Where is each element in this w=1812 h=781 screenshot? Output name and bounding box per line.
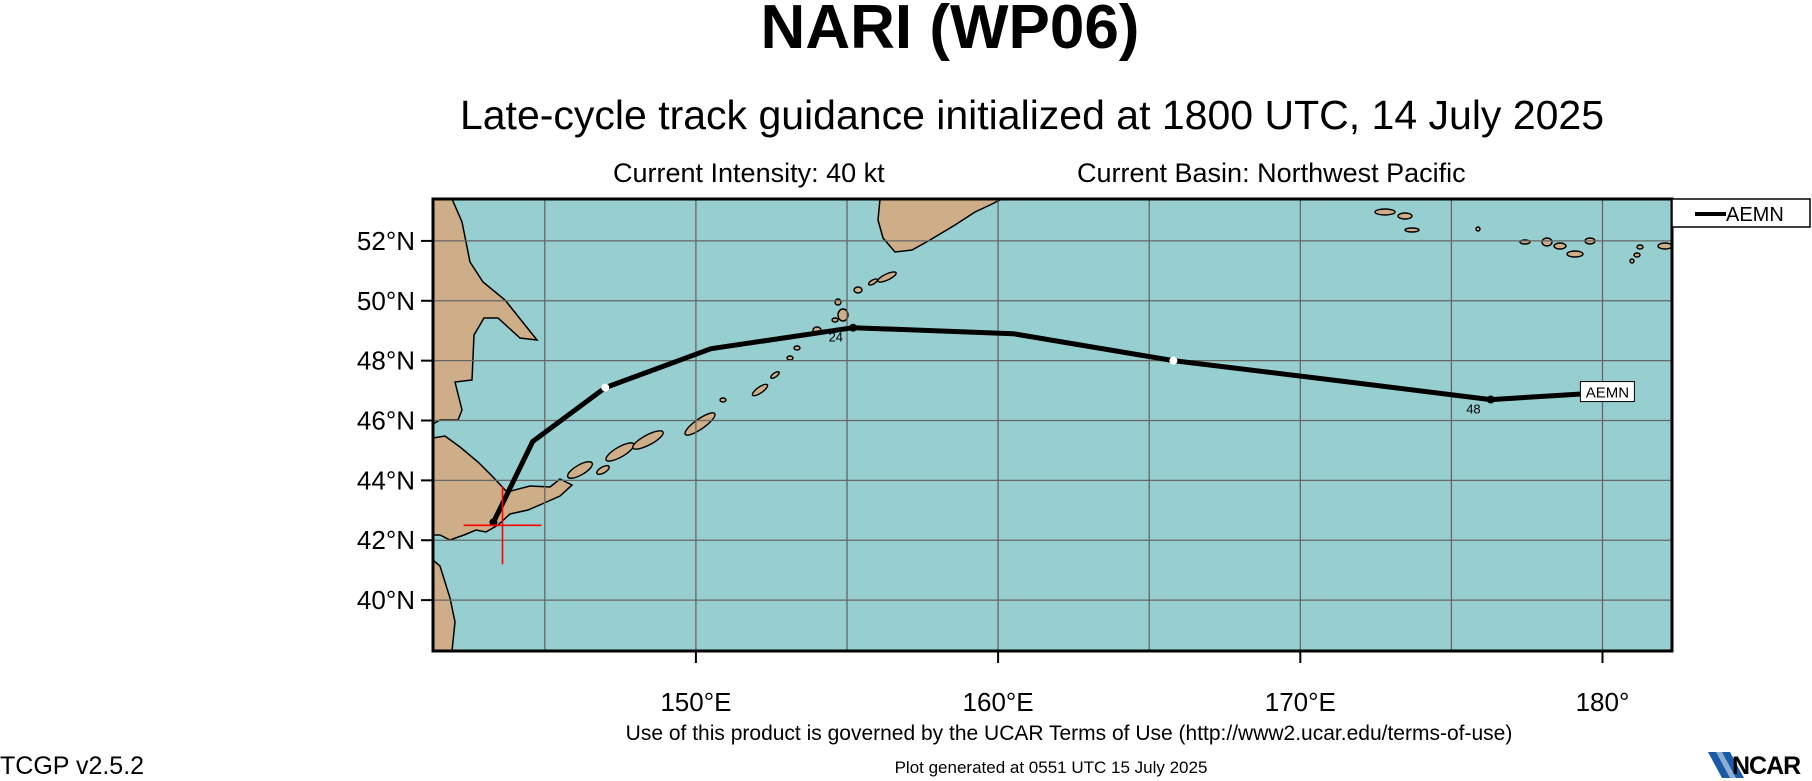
island	[1636, 244, 1644, 250]
island	[1657, 242, 1672, 250]
current-basin: Current Basin: Northwest Pacific	[1077, 158, 1466, 188]
island	[786, 355, 794, 361]
ncar-logo-mark	[1708, 752, 1744, 778]
track-marker	[1486, 395, 1495, 404]
page-subtitle: Late-cycle track guidance initialized at…	[459, 92, 1605, 138]
lon-tick-label: 170°E	[1265, 687, 1336, 717]
track-line-aemn	[490, 325, 1590, 525]
track-marker	[1169, 356, 1178, 365]
lat-tick-label: 48°N	[357, 346, 415, 376]
lon-tick-label: 160°E	[963, 687, 1034, 717]
island	[877, 271, 897, 283]
track-marker	[489, 518, 498, 527]
island	[1633, 252, 1641, 258]
map-frame	[431, 197, 1674, 653]
island	[837, 308, 849, 322]
longitude-axis: 150°E 160°E 170°E 180°	[660, 651, 1629, 717]
island	[1566, 250, 1584, 258]
land-honshu	[433, 559, 456, 651]
track-marker	[601, 383, 610, 392]
lat-tick-label: 50°N	[357, 286, 415, 316]
island	[632, 430, 664, 450]
island	[1475, 226, 1481, 232]
island	[719, 397, 727, 403]
island	[1397, 212, 1413, 220]
lat-tick-label: 42°N	[357, 525, 415, 555]
plot-generated-time: Plot generated at 0551 UTC 15 July 2025	[894, 758, 1208, 777]
lat-tick-label: 40°N	[357, 585, 415, 615]
lat-tick-label: 46°N	[357, 406, 415, 436]
track-hour-label: 48	[1466, 402, 1480, 417]
island	[853, 286, 863, 294]
island	[1404, 227, 1420, 233]
island	[566, 461, 594, 479]
island	[770, 370, 780, 380]
lat-tick-label: 44°N	[357, 465, 415, 495]
track-end-label: AEMN	[1586, 385, 1629, 402]
island	[1374, 208, 1396, 216]
land-kamchatka	[877, 199, 1003, 253]
lat-tick-label: 52°N	[357, 226, 415, 256]
page-title: NARI (WP06)	[760, 0, 1140, 62]
forecast-tracks: 24 48 AEMN	[489, 323, 1635, 527]
lon-tick-label: 180°	[1576, 687, 1630, 717]
island	[834, 298, 842, 306]
lon-tick-label: 150°E	[660, 687, 731, 717]
island	[1553, 242, 1567, 250]
island	[867, 278, 879, 286]
terms-of-use-notice: Use of this product is governed by the U…	[625, 722, 1513, 745]
version-label: TCGP v2.5.2	[0, 752, 145, 780]
island	[1629, 258, 1635, 264]
legend-entry: AEMN	[1726, 204, 1784, 226]
lat-lon-grid	[433, 199, 1672, 651]
legend: AEMN	[1671, 198, 1811, 228]
current-position-marker	[463, 486, 542, 565]
island	[596, 464, 610, 476]
ncar-logo: NCAR	[1708, 750, 1812, 780]
current-intensity: Current Intensity: 40 kt	[613, 158, 885, 188]
track-marker	[849, 323, 858, 332]
track-hour-label: 24	[829, 330, 843, 345]
latitude-axis: 40°N 42°N 44°N 46°N 48°N 50°N 52°N	[357, 226, 433, 615]
island	[793, 345, 801, 351]
island	[751, 383, 769, 397]
ocean-background	[433, 199, 1672, 651]
island	[1541, 237, 1553, 247]
ncar-logo-text: NCAR	[1732, 752, 1801, 780]
track-end-label-box	[1579, 381, 1635, 403]
island	[831, 317, 839, 323]
